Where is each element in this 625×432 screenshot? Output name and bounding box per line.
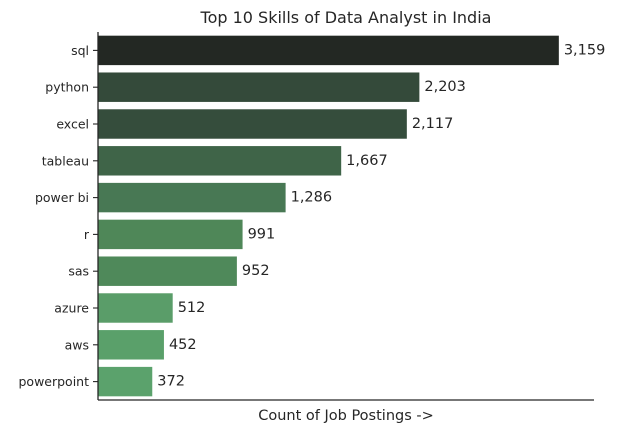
bar-aws [98,330,164,360]
y-tick-label-tableau: tableau [42,153,89,168]
chart-title: Top 10 Skills of Data Analyst in India [200,8,492,27]
data-label-sas: 952 [242,263,270,279]
y-tick-label-sql: sql [71,43,89,58]
data-label-azure: 512 [178,300,206,316]
data-label-python: 2,203 [424,79,466,95]
y-tick-label-aws: aws [65,337,89,352]
bar-python [98,72,420,102]
x-axis-label: Count of Job Postings -> [258,408,434,424]
bar-sql [98,35,559,66]
y-axis-ticks: sql python excel tableau power bi r sas azure aw… [18,43,98,389]
data-label-tableau: 1,667 [346,153,388,169]
bar-excel [98,109,407,139]
y-tick-label-azure: azure [54,301,89,316]
bar-sas [98,256,237,286]
data-label-aws: 452 [169,337,197,353]
data-label-excel: 2,117 [412,116,454,132]
y-tick-label-excel: excel [56,117,89,132]
data-labels: 3,159 2,203 2,117 1,667 1,286 991 952 512 452 372 [157,42,605,389]
y-tick-label-r: r [84,227,90,242]
y-tick-label-power-bi: power bi [35,190,89,205]
bars-group [98,35,559,397]
data-label-power-bi: 1,286 [291,190,333,206]
data-label-r: 991 [248,226,276,242]
bar-azure [98,293,173,323]
bar-tableau [98,146,342,176]
bar-r [98,219,243,250]
y-tick-label-powerpoint: powerpoint [18,374,89,389]
bar-power-bi [98,182,286,213]
bar-powerpoint [98,366,153,397]
y-tick-label-python: python [45,80,89,95]
y-tick-label-sas: sas [68,264,89,279]
data-label-sql: 3,159 [564,42,606,58]
data-label-powerpoint: 372 [157,374,185,390]
